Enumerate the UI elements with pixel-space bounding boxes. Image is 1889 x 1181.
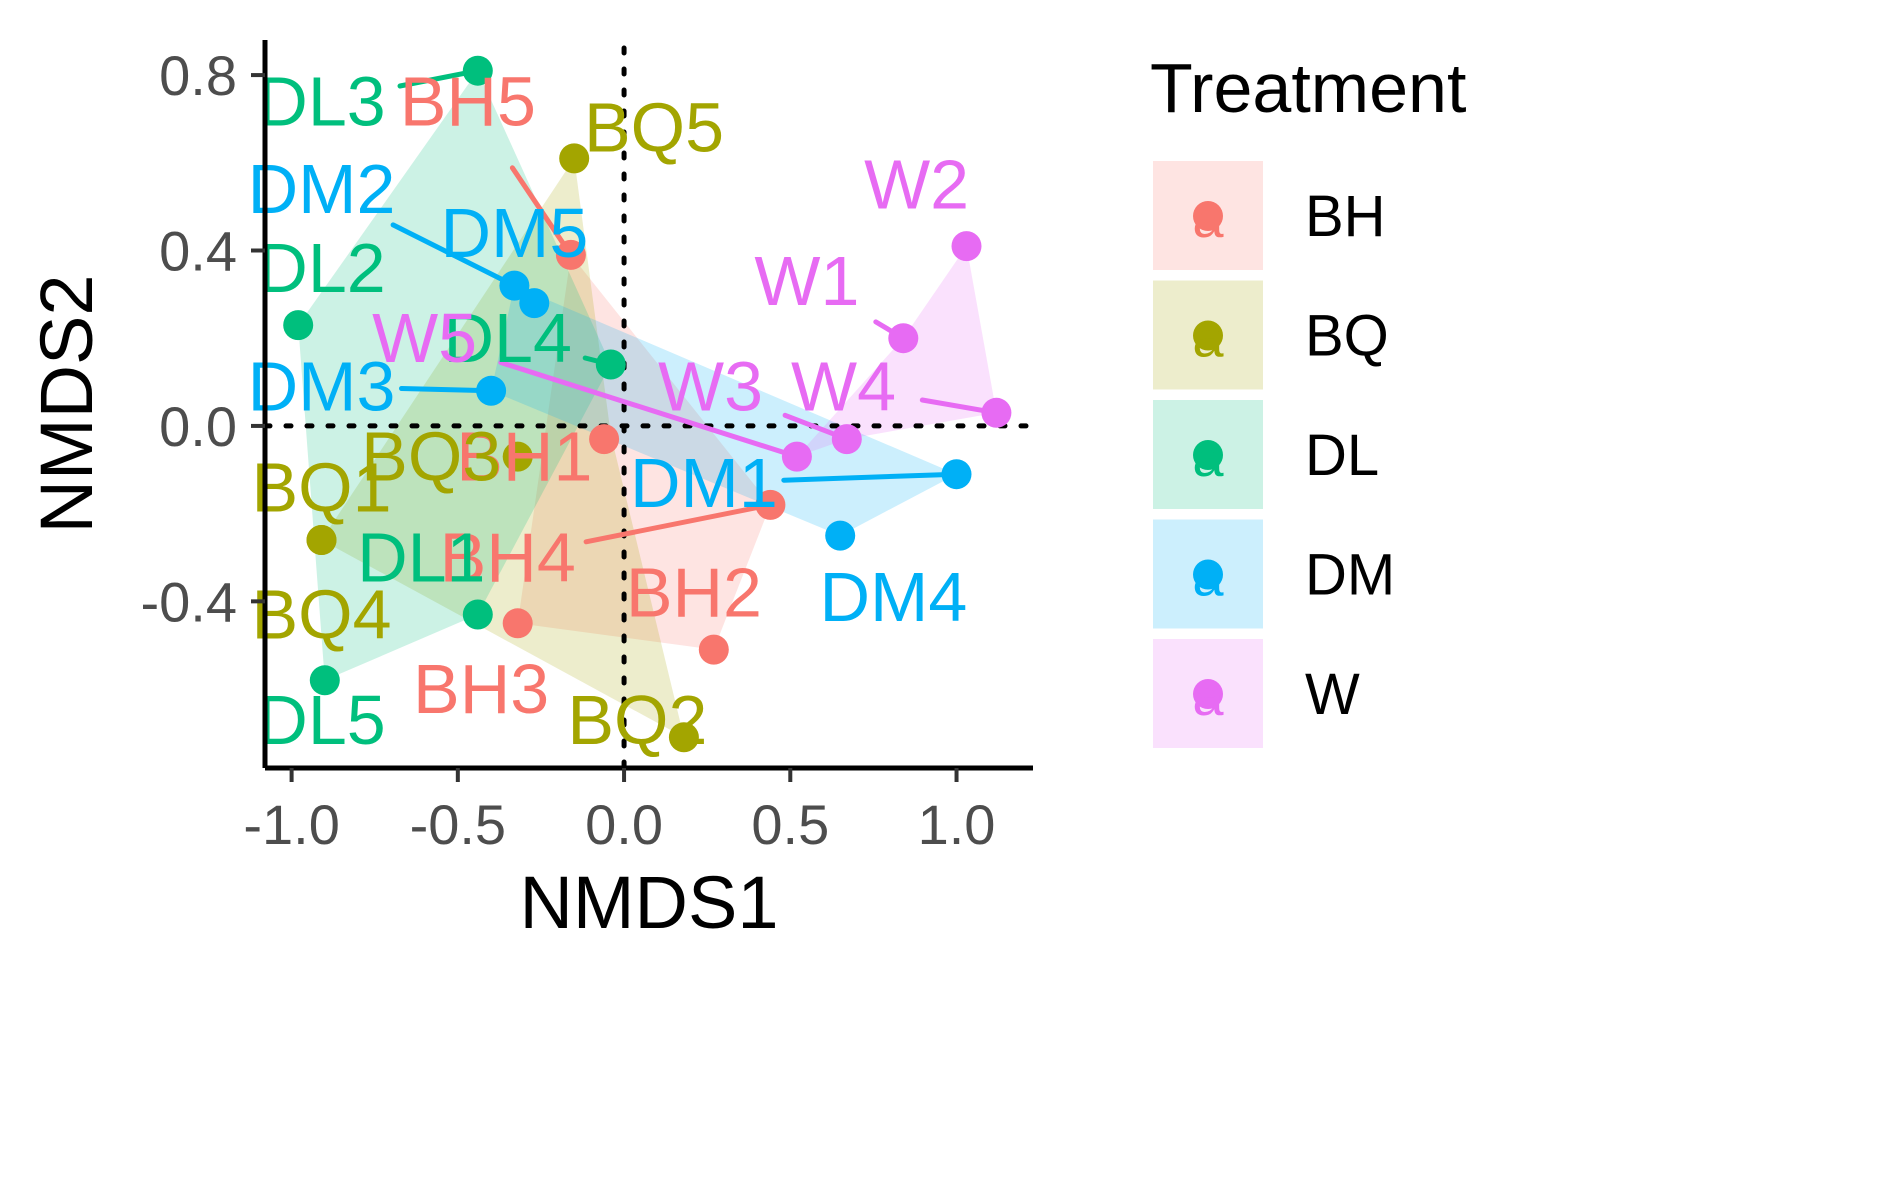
point-bh3	[502, 608, 533, 639]
point-label-dm5: DM5	[441, 194, 589, 272]
point-label-bq2: BQ2	[567, 681, 707, 759]
point-bh2	[698, 634, 729, 665]
point-label-dm1: DM1	[630, 444, 778, 522]
point-w5	[781, 441, 812, 472]
legend-label-w: W	[1305, 662, 1360, 727]
y-tick-label: 0.8	[159, 44, 237, 107]
point-labels: BH1 BH2 BH3 BH4 BH5 BQ1 BQ2 BQ3 BQ4 BQ5 DL1 DL2 DL3 D…	[248, 62, 969, 758]
y-tick-label: 0.0	[159, 395, 237, 458]
segment-dm2	[390, 222, 517, 289]
point-label-dl2: DL2	[257, 229, 385, 307]
legend-label-dm: DM	[1305, 543, 1395, 608]
x-tick-label: 1.0	[918, 793, 996, 856]
point-label-bq4: BQ4	[251, 576, 391, 654]
point-dl3	[462, 55, 493, 86]
point-dm4	[825, 520, 856, 551]
y-tick-label: -0.4	[141, 570, 238, 633]
legend-glyph-dl: a	[1192, 425, 1224, 488]
point-bq5	[559, 143, 590, 174]
point-label-dl4: DL4	[443, 299, 571, 377]
data-points	[283, 55, 1012, 753]
segment-w5	[498, 360, 800, 460]
legend-label-bh: BH	[1305, 184, 1386, 249]
point-label-dm3: DM3	[248, 348, 396, 426]
point-dl2	[283, 310, 314, 341]
point-w1	[888, 323, 919, 354]
x-axis-title: NMDS1	[519, 861, 778, 944]
point-dm1	[941, 459, 972, 490]
point-bh1	[589, 424, 620, 455]
point-label-bh2: BH2	[626, 554, 762, 632]
point-label-bh3: BH3	[413, 650, 549, 728]
point-label-w4: W4	[791, 348, 896, 426]
x-ticks: -1.0 -0.5 0.0 0.5 1.0	[243, 768, 995, 856]
legend-point-bh	[1193, 201, 1223, 231]
point-dl4	[595, 349, 626, 380]
point-label-dl3: DL3	[257, 62, 385, 140]
point-label-w2: W2	[864, 146, 969, 224]
point-dl5	[309, 665, 340, 696]
point-label-w1: W1	[754, 242, 859, 320]
x-tick-label: -0.5	[410, 793, 507, 856]
point-label-w5: W5	[372, 299, 477, 377]
y-ticks: 0.8 0.4 0.0 -0.4	[141, 44, 265, 633]
point-label-bq1: BQ1	[251, 448, 391, 526]
legend-point-w	[1193, 679, 1223, 709]
point-label-dm4: DM4	[820, 558, 968, 636]
x-tick-label: 0.5	[751, 793, 829, 856]
point-bh4	[755, 489, 786, 520]
point-w3	[831, 424, 862, 455]
legend-label-bq: BQ	[1305, 304, 1389, 369]
x-tick-label: 0.0	[585, 793, 663, 856]
y-tick-label: 0.4	[159, 220, 237, 283]
segment-bh5	[509, 165, 574, 258]
point-label-dl1: DL1	[357, 519, 485, 597]
x-tick-label: -1.0	[243, 793, 340, 856]
hull-dm	[491, 285, 957, 536]
legend-glyph-bq: a	[1192, 306, 1224, 369]
point-bh5	[555, 239, 586, 270]
axes	[262, 40, 1033, 771]
hull-dl	[298, 70, 611, 681]
point-bq3	[502, 441, 533, 472]
hull-bh	[517, 254, 771, 650]
hull-layer	[298, 70, 997, 738]
point-label-dm2: DM2	[248, 150, 396, 228]
point-bq2	[668, 722, 699, 753]
legend-point-dm	[1193, 559, 1223, 590]
point-label-bh1: BH1	[456, 418, 592, 496]
segment-dm1	[781, 471, 959, 483]
point-label-bq3: BQ3	[361, 418, 501, 496]
legend-label-dl: DL	[1305, 423, 1379, 488]
point-dl1	[462, 599, 493, 630]
point-label-bq5: BQ5	[584, 89, 724, 167]
hull-bq	[321, 158, 684, 738]
legend-glyph-dm: a	[1192, 545, 1224, 608]
legend-point-dl	[1193, 440, 1223, 470]
point-label-bh5: BH5	[400, 62, 536, 140]
point-dm5	[519, 288, 550, 319]
point-label-bh4: BH4	[440, 519, 576, 597]
legend-point-bq	[1193, 320, 1223, 351]
point-w2	[951, 231, 982, 262]
y-axis-title: NMDS2	[25, 274, 108, 533]
point-label-w3: W3	[658, 348, 763, 426]
point-dm3	[476, 375, 507, 406]
segment-bh4	[583, 502, 773, 545]
reference-lines	[262, 45, 1036, 771]
point-label-dl5: DL5	[257, 681, 385, 759]
point-dm2	[499, 270, 530, 301]
legend-title: Treatment	[1150, 49, 1466, 127]
legend-glyph-bh: a	[1192, 186, 1224, 249]
point-bq4	[306, 525, 337, 555]
legend: Treatment a BH a BQ a DL a DM a W	[1150, 49, 1466, 748]
legend-glyph-w: a	[1192, 664, 1224, 727]
point-w4	[981, 397, 1012, 428]
